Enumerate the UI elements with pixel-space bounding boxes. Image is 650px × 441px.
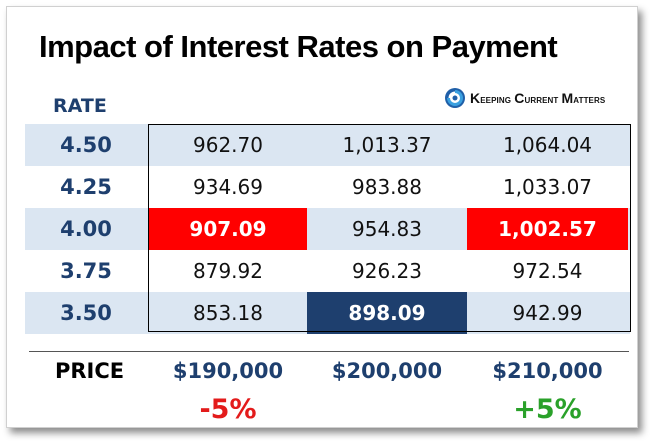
rate-column-header: RATE [53, 95, 107, 117]
rate-cell: 3.50 [60, 301, 112, 325]
payment-cell-highlight-red: 1,002.57 [467, 208, 628, 250]
table-row: 3.75 879.92 926.23 972.54 [25, 250, 630, 292]
table-row: 4.25 934.69 983.88 1,033.07 [25, 166, 630, 208]
payment-cell: 853.18 [193, 301, 263, 325]
rate-cell: 4.50 [60, 133, 112, 157]
change-negative: -5% [199, 394, 257, 425]
payment-cell: 1,013.37 [342, 133, 432, 157]
price-190k: $190,000 [172, 359, 284, 383]
payment-cell: 934.69 [193, 175, 263, 199]
payment-cell: 1,033.07 [502, 175, 593, 199]
rate-cell: 4.00 [60, 217, 112, 241]
divider [29, 351, 629, 352]
price-label: PRICE [55, 359, 125, 383]
table-row: 4.50 962.70 1,013.37 1,064.04 [25, 124, 630, 166]
slide-frame: Impact of Interest Rates on Payment RATE… [6, 6, 638, 428]
payment-cell-highlight-red: 907.09 [149, 208, 307, 250]
payment-cell: 954.83 [352, 217, 422, 241]
rate-cell: 3.75 [60, 259, 112, 283]
swirl-logo-icon [445, 88, 465, 108]
payment-cell: 962.70 [193, 133, 263, 157]
table-row: 3.50 853.18 898.09 942.99 [25, 292, 630, 334]
price-210k: $210,000 [492, 359, 603, 383]
payment-table: 4.50 962.70 1,013.37 1,064.04 4.25 934.6… [25, 124, 630, 334]
brand-logo-text: Keeping Current Matters [470, 90, 606, 106]
change-positive: +5% [513, 394, 582, 425]
payment-cell: 972.54 [512, 259, 583, 283]
payment-cell: 879.92 [193, 259, 263, 283]
payment-cell: 983.88 [352, 175, 422, 199]
page-title: Impact of Interest Rates on Payment [39, 29, 558, 64]
payment-cell-highlight-navy: 898.09 [307, 292, 467, 334]
rate-cell: 4.25 [60, 175, 112, 199]
payment-cell: 1,064.04 [502, 133, 593, 157]
table-row: 4.00 907.09 954.83 1,002.57 [25, 208, 630, 250]
payment-cell: 942.99 [512, 301, 583, 325]
brand-logo: Keeping Current Matters [444, 87, 605, 109]
payment-cell: 926.23 [352, 259, 422, 283]
price-200k: $200,000 [331, 359, 443, 383]
